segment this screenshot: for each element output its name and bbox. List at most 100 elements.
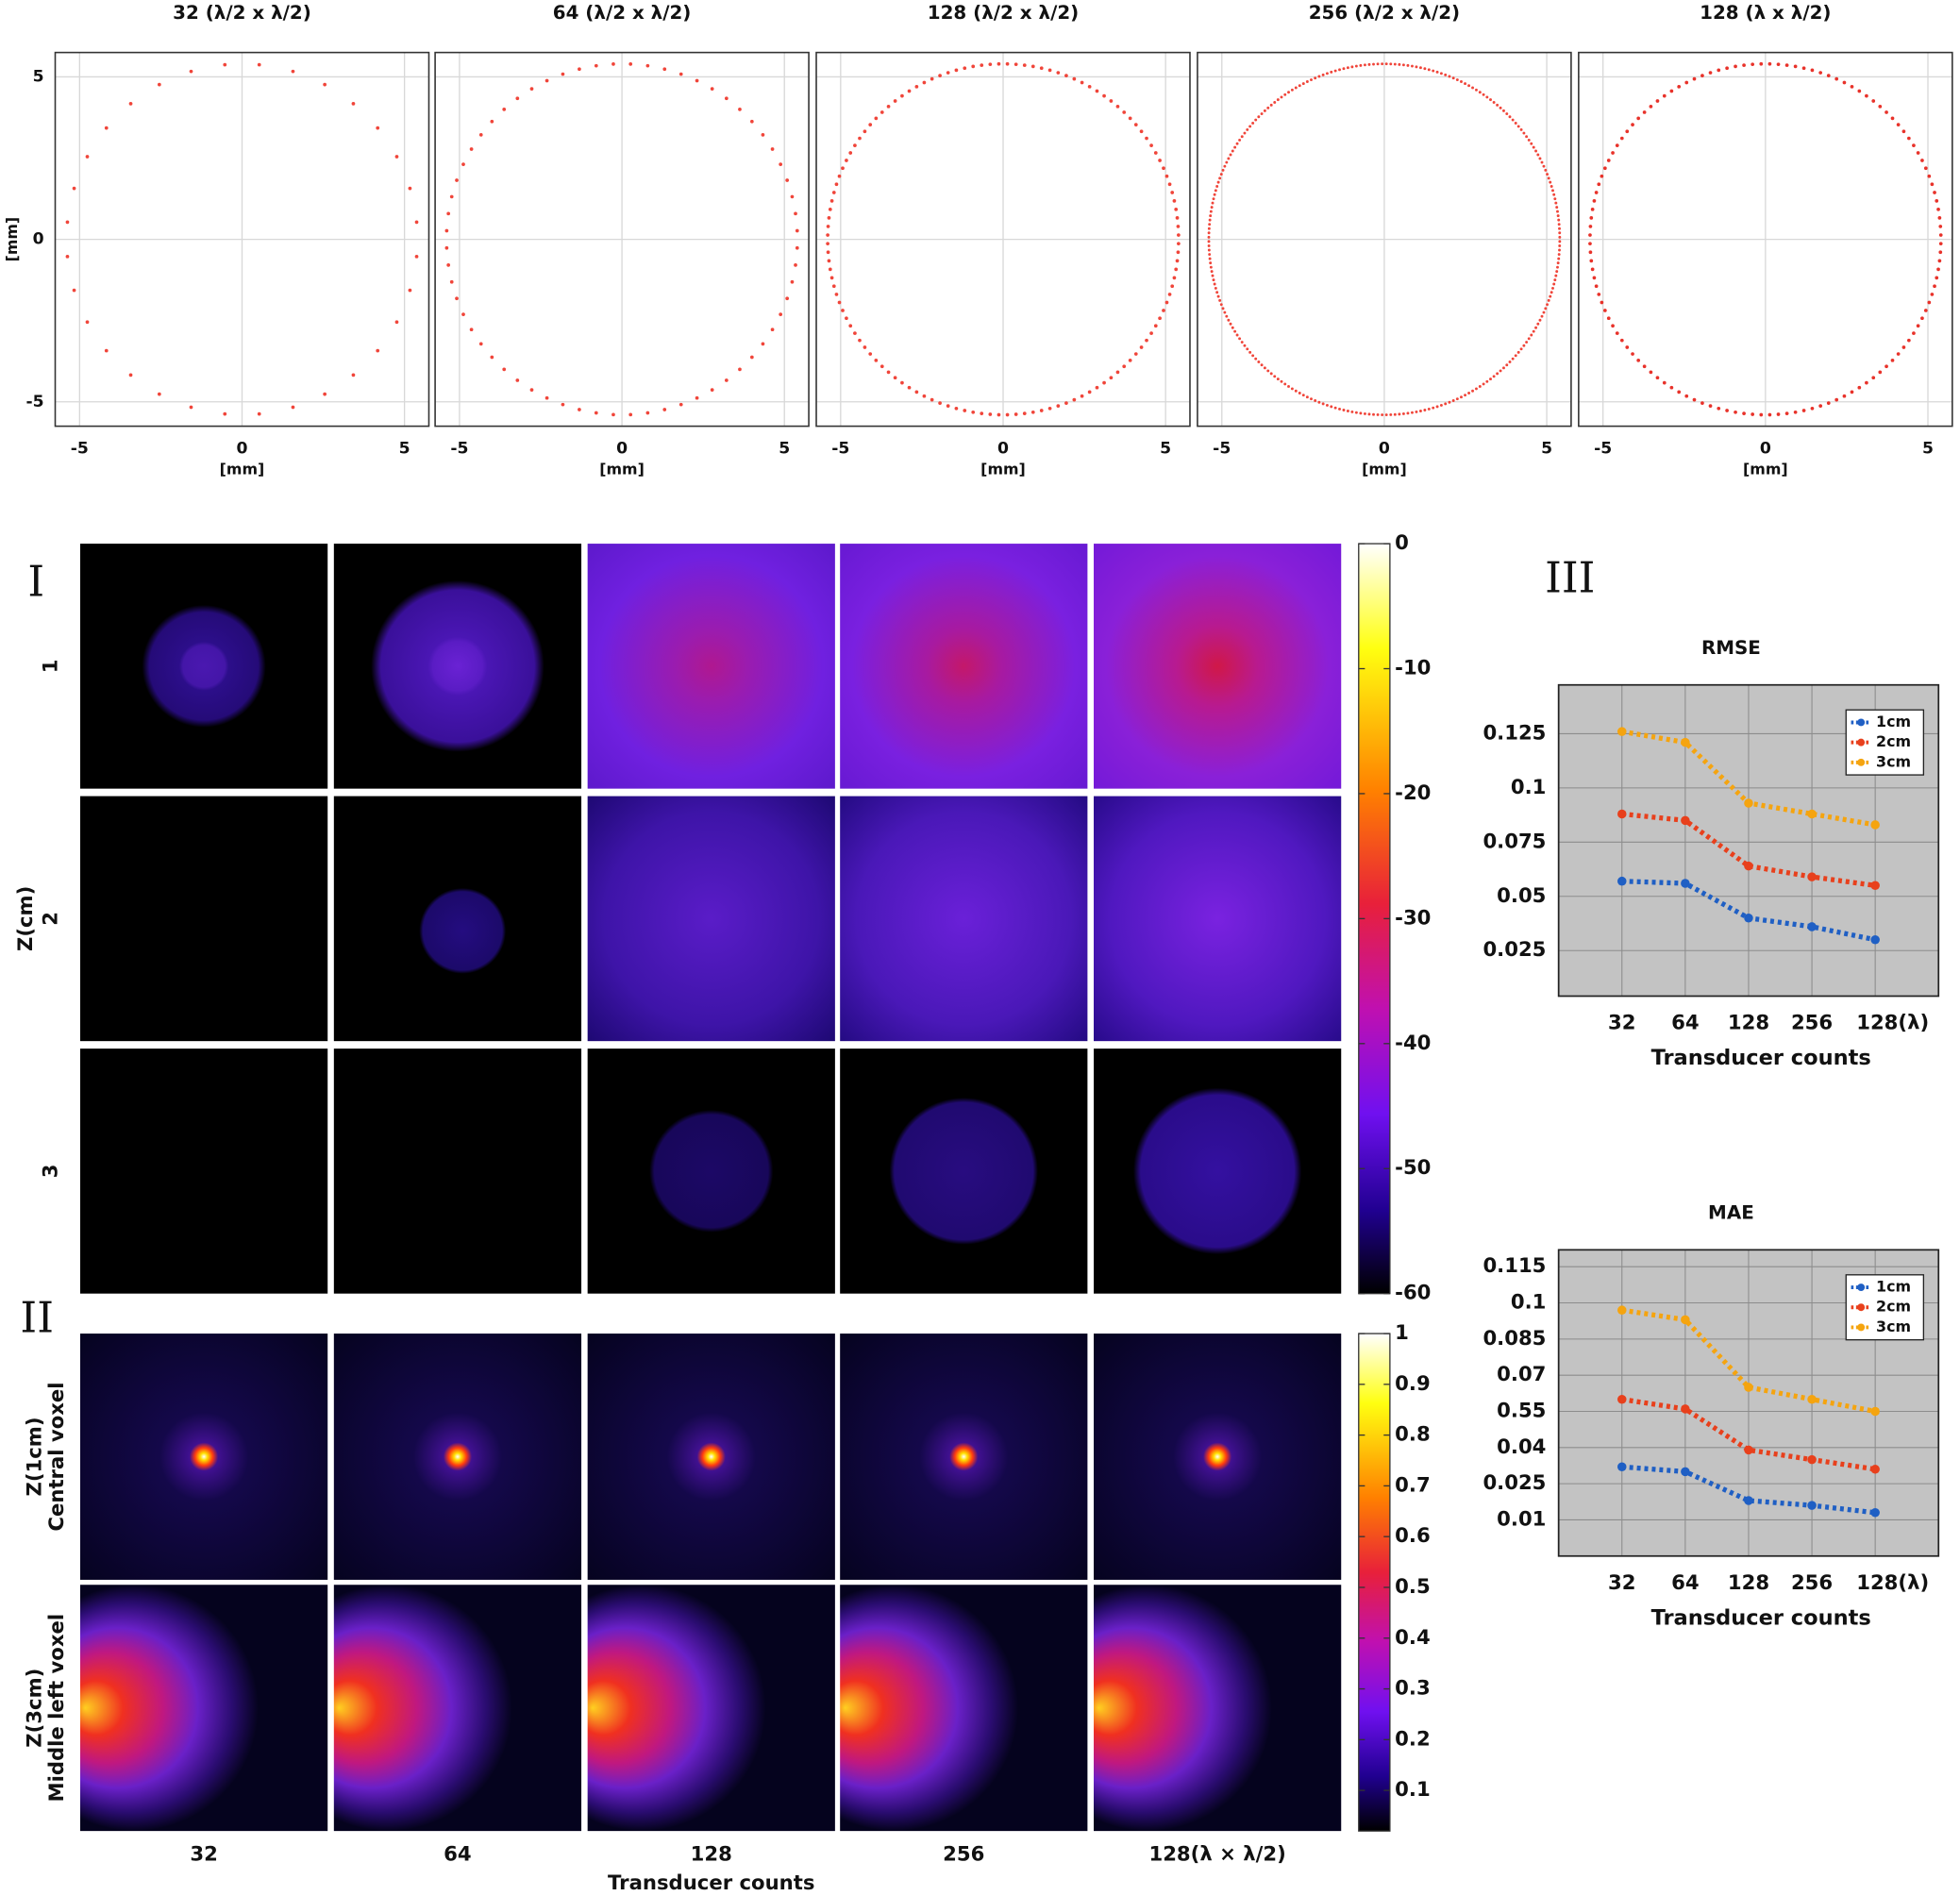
transducer-point bbox=[490, 119, 494, 124]
transducer-point bbox=[1878, 370, 1883, 375]
data-point bbox=[1681, 1467, 1690, 1477]
transducer-point bbox=[1655, 99, 1660, 103]
x-axis-label: [mm] bbox=[220, 460, 265, 478]
x-tick-label: 0 bbox=[1760, 439, 1771, 458]
transducer-point bbox=[1631, 352, 1634, 356]
transducer-point bbox=[1557, 218, 1561, 222]
transducer-point bbox=[257, 411, 261, 416]
heatmap-cell bbox=[1094, 1334, 1342, 1580]
transducer-point bbox=[1175, 259, 1180, 263]
transducer-point bbox=[1406, 63, 1410, 67]
transducer-point bbox=[1257, 115, 1261, 119]
transducer-point bbox=[946, 71, 950, 75]
y-tick-label: 0.1 bbox=[1511, 775, 1547, 798]
y-tick-label: 0.025 bbox=[1483, 937, 1546, 961]
transducer-point bbox=[1505, 112, 1509, 115]
transducer-point bbox=[1558, 231, 1562, 235]
transducer-point bbox=[1558, 240, 1562, 243]
transducer-point bbox=[1273, 100, 1277, 104]
series-line bbox=[1621, 811, 1876, 888]
transducer-point bbox=[922, 80, 927, 85]
transducer-point bbox=[868, 352, 873, 356]
transducer-point bbox=[1047, 68, 1052, 73]
y-tick-label: 0.1 bbox=[1511, 1290, 1547, 1314]
legend-label: 2cm bbox=[1876, 1298, 1911, 1316]
row-label: Central voxel bbox=[44, 1382, 68, 1531]
y-tick-label: 0 bbox=[33, 230, 44, 249]
transducer-point bbox=[1219, 303, 1223, 307]
x-tick-label: 64 bbox=[1671, 1011, 1699, 1034]
x-tick-label: 128 bbox=[1728, 1570, 1769, 1594]
transducer-point bbox=[886, 370, 891, 375]
transducer-point bbox=[1211, 201, 1215, 205]
transducer-point bbox=[1333, 69, 1337, 73]
transducer-point bbox=[848, 324, 853, 328]
transducer-point bbox=[1207, 248, 1211, 252]
transducer-point bbox=[469, 147, 474, 151]
transducer-point bbox=[351, 102, 356, 106]
data-point bbox=[1744, 861, 1753, 871]
x-tick-label: -5 bbox=[1594, 439, 1612, 458]
y-tick-label: 0.04 bbox=[1497, 1435, 1546, 1458]
transducer-point bbox=[1158, 316, 1162, 321]
x-axis-label: [mm] bbox=[599, 460, 645, 478]
y-tick-label: 0.05 bbox=[1497, 883, 1546, 907]
transducer-point bbox=[449, 194, 454, 199]
transducer-point bbox=[1556, 265, 1559, 269]
transducer-point bbox=[1511, 118, 1515, 122]
transducer-point bbox=[1235, 142, 1239, 145]
transducer-point bbox=[1810, 406, 1815, 411]
data-point bbox=[1807, 809, 1817, 819]
transducer-point bbox=[1310, 78, 1313, 82]
transducer-point bbox=[1482, 92, 1485, 96]
transducer-point bbox=[1936, 267, 1940, 272]
transducer-point bbox=[1209, 265, 1213, 269]
transducer-point bbox=[1363, 63, 1366, 67]
legend-dot bbox=[1857, 1284, 1866, 1292]
transducer-point bbox=[1530, 333, 1533, 337]
transducer-point bbox=[1901, 129, 1906, 134]
transducer-point bbox=[795, 228, 799, 233]
transducer-point bbox=[1207, 231, 1211, 235]
data-point bbox=[1807, 922, 1817, 931]
transducer-point bbox=[834, 293, 839, 296]
transducer-point bbox=[1164, 300, 1169, 305]
data-point bbox=[1870, 1406, 1880, 1417]
transducer-point bbox=[1938, 250, 1943, 255]
transducer-point bbox=[544, 395, 549, 400]
data-point bbox=[1870, 934, 1880, 945]
transducer-point bbox=[1177, 233, 1181, 237]
panel-title: 256 (λ/2 x λ/2) bbox=[1309, 2, 1460, 24]
transducer-point bbox=[1207, 235, 1211, 239]
transducer-point bbox=[1254, 357, 1258, 361]
transducer-point bbox=[1558, 243, 1562, 247]
transducer-point bbox=[1248, 350, 1252, 354]
transducer-point bbox=[1692, 76, 1697, 81]
transducer-point bbox=[1389, 412, 1393, 416]
transducer-point bbox=[1544, 168, 1548, 172]
data-point bbox=[1807, 1394, 1817, 1404]
x-tick-label: 128 bbox=[1728, 1011, 1769, 1034]
transducer-point bbox=[1233, 145, 1237, 149]
transducer-point bbox=[1885, 364, 1888, 369]
transducer-point bbox=[1642, 110, 1647, 114]
transducer-point bbox=[1393, 412, 1397, 416]
legend-dot bbox=[1857, 1303, 1866, 1312]
transducer-point bbox=[1542, 164, 1546, 168]
heatmap-cell bbox=[1094, 796, 1342, 1042]
transducer-point bbox=[1410, 411, 1414, 414]
column-label: 32 bbox=[190, 1841, 217, 1865]
transducer-point bbox=[1557, 223, 1561, 227]
transducer-point bbox=[1550, 291, 1553, 294]
transducer-point bbox=[1527, 138, 1531, 142]
transducer-point bbox=[1594, 284, 1599, 289]
transducer-point bbox=[845, 159, 848, 162]
transducer-point bbox=[1325, 72, 1329, 76]
transducer-point bbox=[1865, 93, 1868, 98]
x-axis-label: [mm] bbox=[1743, 460, 1788, 478]
transducer-point bbox=[394, 320, 399, 325]
transducer-point bbox=[1600, 174, 1604, 178]
transducer-point bbox=[1177, 242, 1181, 246]
transducer-point bbox=[1367, 412, 1371, 416]
transducer-point bbox=[1896, 352, 1901, 356]
